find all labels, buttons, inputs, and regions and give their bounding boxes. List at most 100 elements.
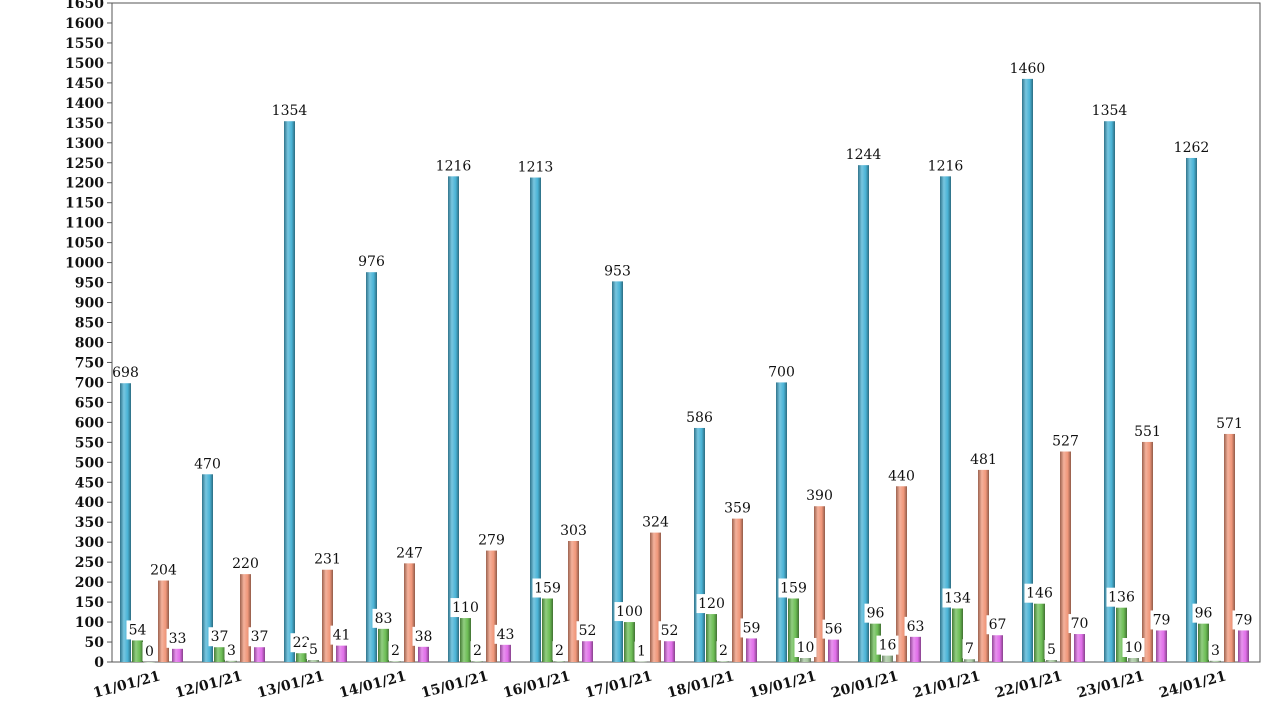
data-label-background <box>142 642 157 661</box>
bar <box>296 653 307 662</box>
bar <box>732 518 743 662</box>
data-label: 96 <box>1195 606 1213 622</box>
data-label-background <box>864 603 887 623</box>
data-label: 159 <box>534 580 561 596</box>
y-tick-label: 500 <box>75 455 104 471</box>
data-label: 54 <box>129 622 147 638</box>
data-label: 390 <box>806 488 833 504</box>
bar <box>1022 78 1033 663</box>
y-tick-label: 100 <box>75 615 104 631</box>
data-label-background <box>388 641 403 661</box>
bar <box>1074 634 1085 662</box>
y-tick-label: 1150 <box>65 196 104 212</box>
bar <box>404 563 415 662</box>
bar <box>624 622 635 662</box>
y-tick-label: 700 <box>75 375 104 391</box>
bar <box>472 661 483 662</box>
x-tick-label: 21/01/21 <box>912 668 982 701</box>
bar <box>530 177 541 662</box>
data-label: 67 <box>989 617 1007 633</box>
y-tick-label: 400 <box>75 495 104 511</box>
bar <box>542 598 553 662</box>
data-label: 37 <box>211 629 229 645</box>
data-label-background <box>942 588 973 608</box>
bar <box>322 569 333 662</box>
data-label: 120 <box>698 596 725 612</box>
data-label-background <box>716 641 731 661</box>
data-label-background <box>1192 603 1215 623</box>
y-tick-label: 1050 <box>65 236 104 252</box>
y-tick-label: 350 <box>75 515 104 531</box>
bar <box>460 618 471 662</box>
data-label-background <box>1024 583 1055 603</box>
data-label: 220 <box>232 556 259 572</box>
y-tick-label: 1350 <box>65 116 104 132</box>
data-label-background <box>962 639 977 659</box>
data-label: 5 <box>1047 642 1056 658</box>
data-label: 1244 <box>846 147 882 163</box>
y-tick-label: 450 <box>75 475 104 491</box>
data-label: 303 <box>560 523 587 539</box>
bar <box>448 176 459 662</box>
data-label: 41 <box>333 628 351 644</box>
data-label-background <box>532 578 563 598</box>
x-tick-label: 16/01/21 <box>502 668 572 701</box>
data-label-background <box>1150 610 1173 630</box>
data-label-background <box>224 640 239 660</box>
bar <box>694 427 705 662</box>
bar <box>1060 451 1071 662</box>
x-tick-label: 14/01/21 <box>338 668 408 701</box>
data-label: 324 <box>642 515 669 531</box>
x-tick-label: 17/01/21 <box>584 668 654 701</box>
data-label: 527 <box>1052 434 1079 450</box>
bar <box>226 660 237 662</box>
y-tick-label: 1100 <box>65 216 104 232</box>
bar <box>746 638 757 662</box>
bar <box>1142 441 1153 662</box>
data-label: 1354 <box>272 103 308 119</box>
data-label-background <box>126 620 149 640</box>
data-label-background <box>1122 638 1145 658</box>
y-tick-label: 1400 <box>65 96 104 112</box>
data-label-background <box>1050 431 1081 451</box>
bar <box>814 506 825 662</box>
data-label: 100 <box>616 604 643 620</box>
bar <box>1186 157 1197 662</box>
bar <box>788 598 799 662</box>
x-tick-label: 18/01/21 <box>666 668 736 701</box>
data-label-background <box>634 641 649 661</box>
y-tick-label: 1200 <box>65 176 104 192</box>
y-tick-label: 0 <box>94 655 104 671</box>
data-label-background <box>1068 614 1091 634</box>
bar <box>390 661 401 662</box>
bar <box>336 645 347 662</box>
data-label: 59 <box>743 620 761 636</box>
data-label-background <box>1132 421 1163 441</box>
data-label: 1354 <box>1092 103 1128 119</box>
data-label-background <box>394 543 425 563</box>
data-label: 10 <box>1125 640 1143 656</box>
x-tick-label: 24/01/21 <box>1158 668 1228 701</box>
y-tick-label: 150 <box>75 595 104 611</box>
bar <box>800 658 811 662</box>
bar <box>308 660 319 662</box>
data-label: 2 <box>391 643 400 659</box>
data-label: 3 <box>227 643 236 659</box>
bar <box>120 383 131 662</box>
data-label: 481 <box>970 452 997 468</box>
x-tick-label: 19/01/21 <box>748 668 818 701</box>
bar <box>132 640 143 662</box>
y-tick-label: 200 <box>75 575 104 591</box>
bar <box>172 648 183 662</box>
data-label: 16 <box>879 638 897 654</box>
data-label: 2 <box>473 643 482 659</box>
bar <box>952 608 963 662</box>
data-label: 146 <box>1026 586 1053 602</box>
bar <box>202 474 213 662</box>
y-tick-label: 1300 <box>65 136 104 152</box>
data-label: 96 <box>867 606 885 622</box>
y-tick-label: 1550 <box>65 36 104 52</box>
bar <box>1034 603 1045 662</box>
bar <box>664 641 675 662</box>
bar <box>568 540 579 662</box>
